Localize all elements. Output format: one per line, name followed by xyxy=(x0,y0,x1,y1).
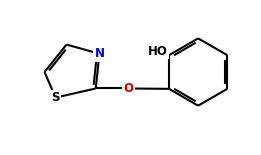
Text: N: N xyxy=(94,47,104,60)
Text: S: S xyxy=(51,91,60,104)
Text: O: O xyxy=(124,82,134,95)
Text: HO: HO xyxy=(148,45,168,58)
